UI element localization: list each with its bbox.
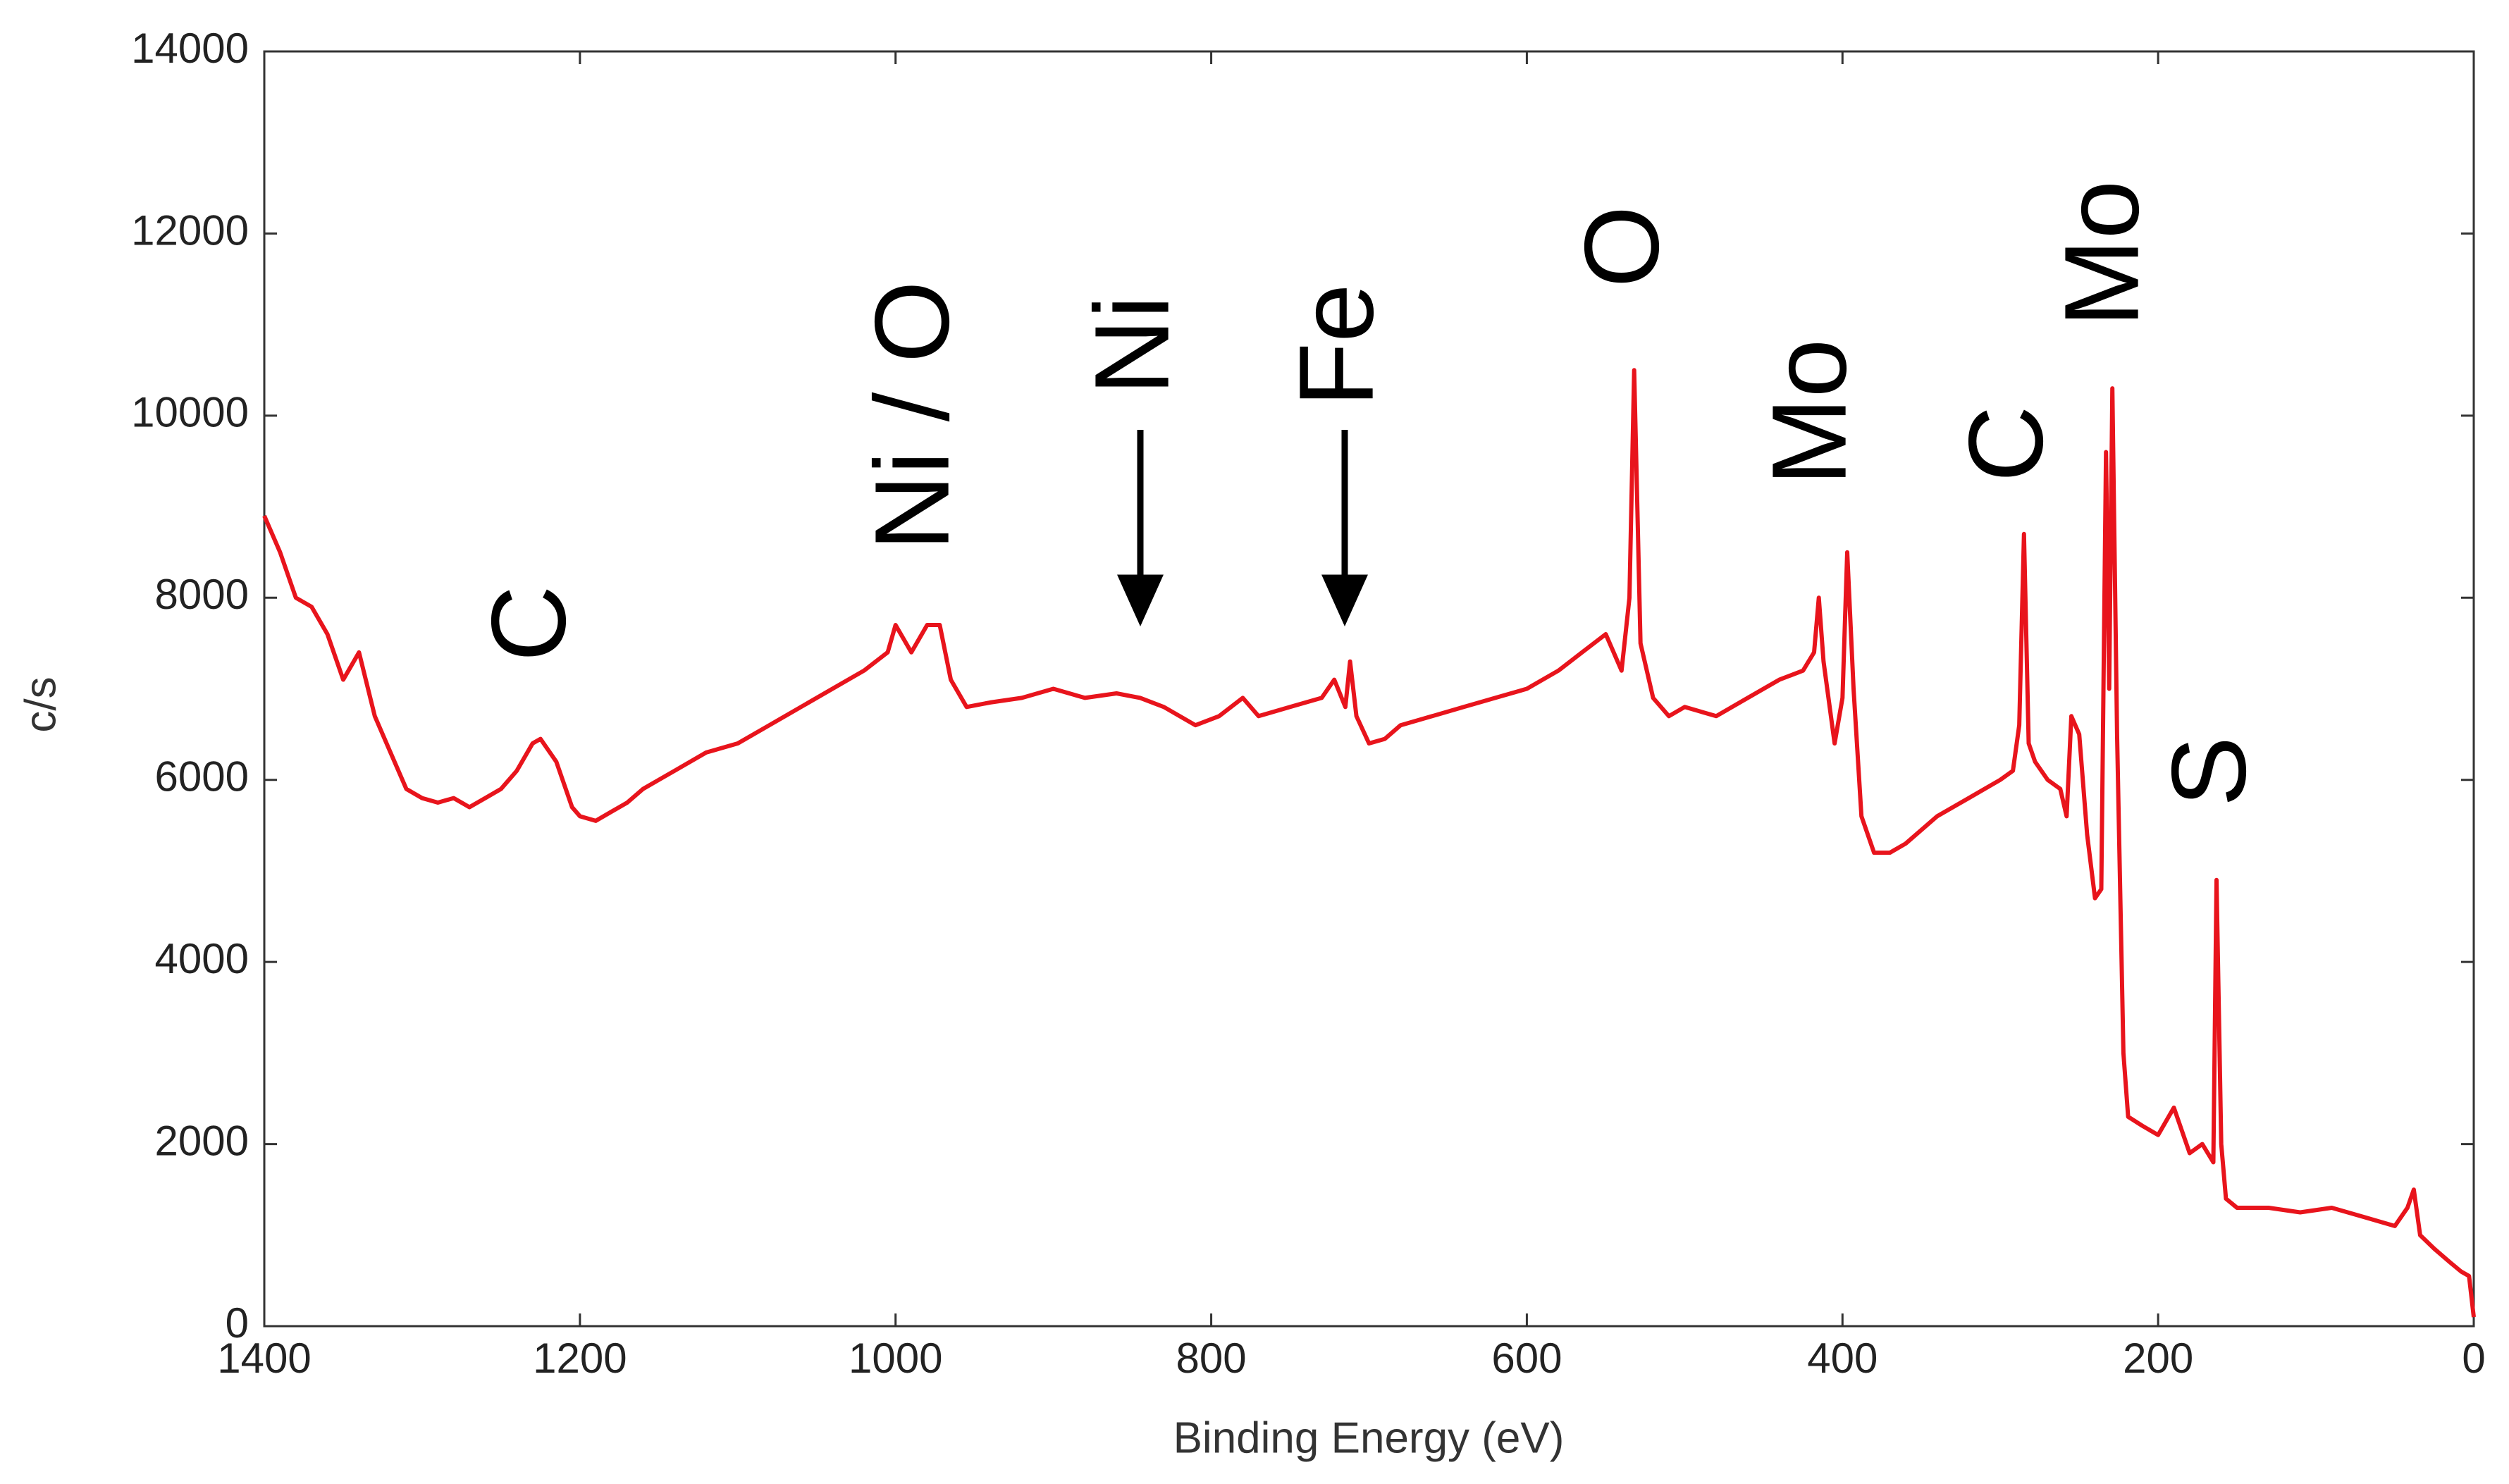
x-axis-title: Binding Energy (eV) — [1173, 1414, 1565, 1462]
x-tick-label: 1200 — [533, 1335, 627, 1382]
peak-annotation: Mo — [2042, 180, 2161, 327]
y-tick-label: 8000 — [155, 571, 249, 618]
spectrum-line — [262, 368, 2476, 1318]
y-axis-title: c/s — [16, 676, 65, 732]
y-tick-label: 4000 — [155, 935, 249, 982]
y-tick-label: 2000 — [155, 1117, 249, 1164]
peak-annotation: Mo — [1750, 339, 1868, 486]
y-tick-label: 10000 — [131, 389, 249, 436]
peak-annotation: O — [1562, 206, 1681, 288]
peak-annotation: Ni / O — [853, 280, 971, 550]
x-tick-label: 1000 — [849, 1335, 942, 1382]
arrow-head — [1117, 574, 1164, 627]
x-tick-label: 200 — [2123, 1335, 2193, 1382]
peak-annotation: S — [2150, 736, 2268, 807]
peak-annotation: C — [1947, 406, 2065, 482]
y-tick-label: 14000 — [131, 25, 249, 72]
arrow-head — [1321, 574, 1368, 627]
x-tick-label: 1400 — [217, 1335, 311, 1382]
peak-annotation: C — [469, 586, 588, 662]
x-tick-label: 0 — [2462, 1335, 2485, 1382]
x-tick-label: 800 — [1176, 1335, 1247, 1382]
peak-annotation: Fe — [1277, 283, 1395, 407]
plot-frame — [263, 50, 2475, 1328]
y-tick-label: 12000 — [131, 206, 249, 254]
arrows — [1117, 430, 1368, 627]
x-tick-label: 600 — [1491, 1335, 1562, 1382]
x-tick-label: 400 — [1807, 1335, 1878, 1382]
peak-annotation: Ni — [1073, 295, 1191, 395]
y-tick-label: 0 — [226, 1299, 249, 1347]
y-tick-label: 6000 — [155, 753, 249, 800]
